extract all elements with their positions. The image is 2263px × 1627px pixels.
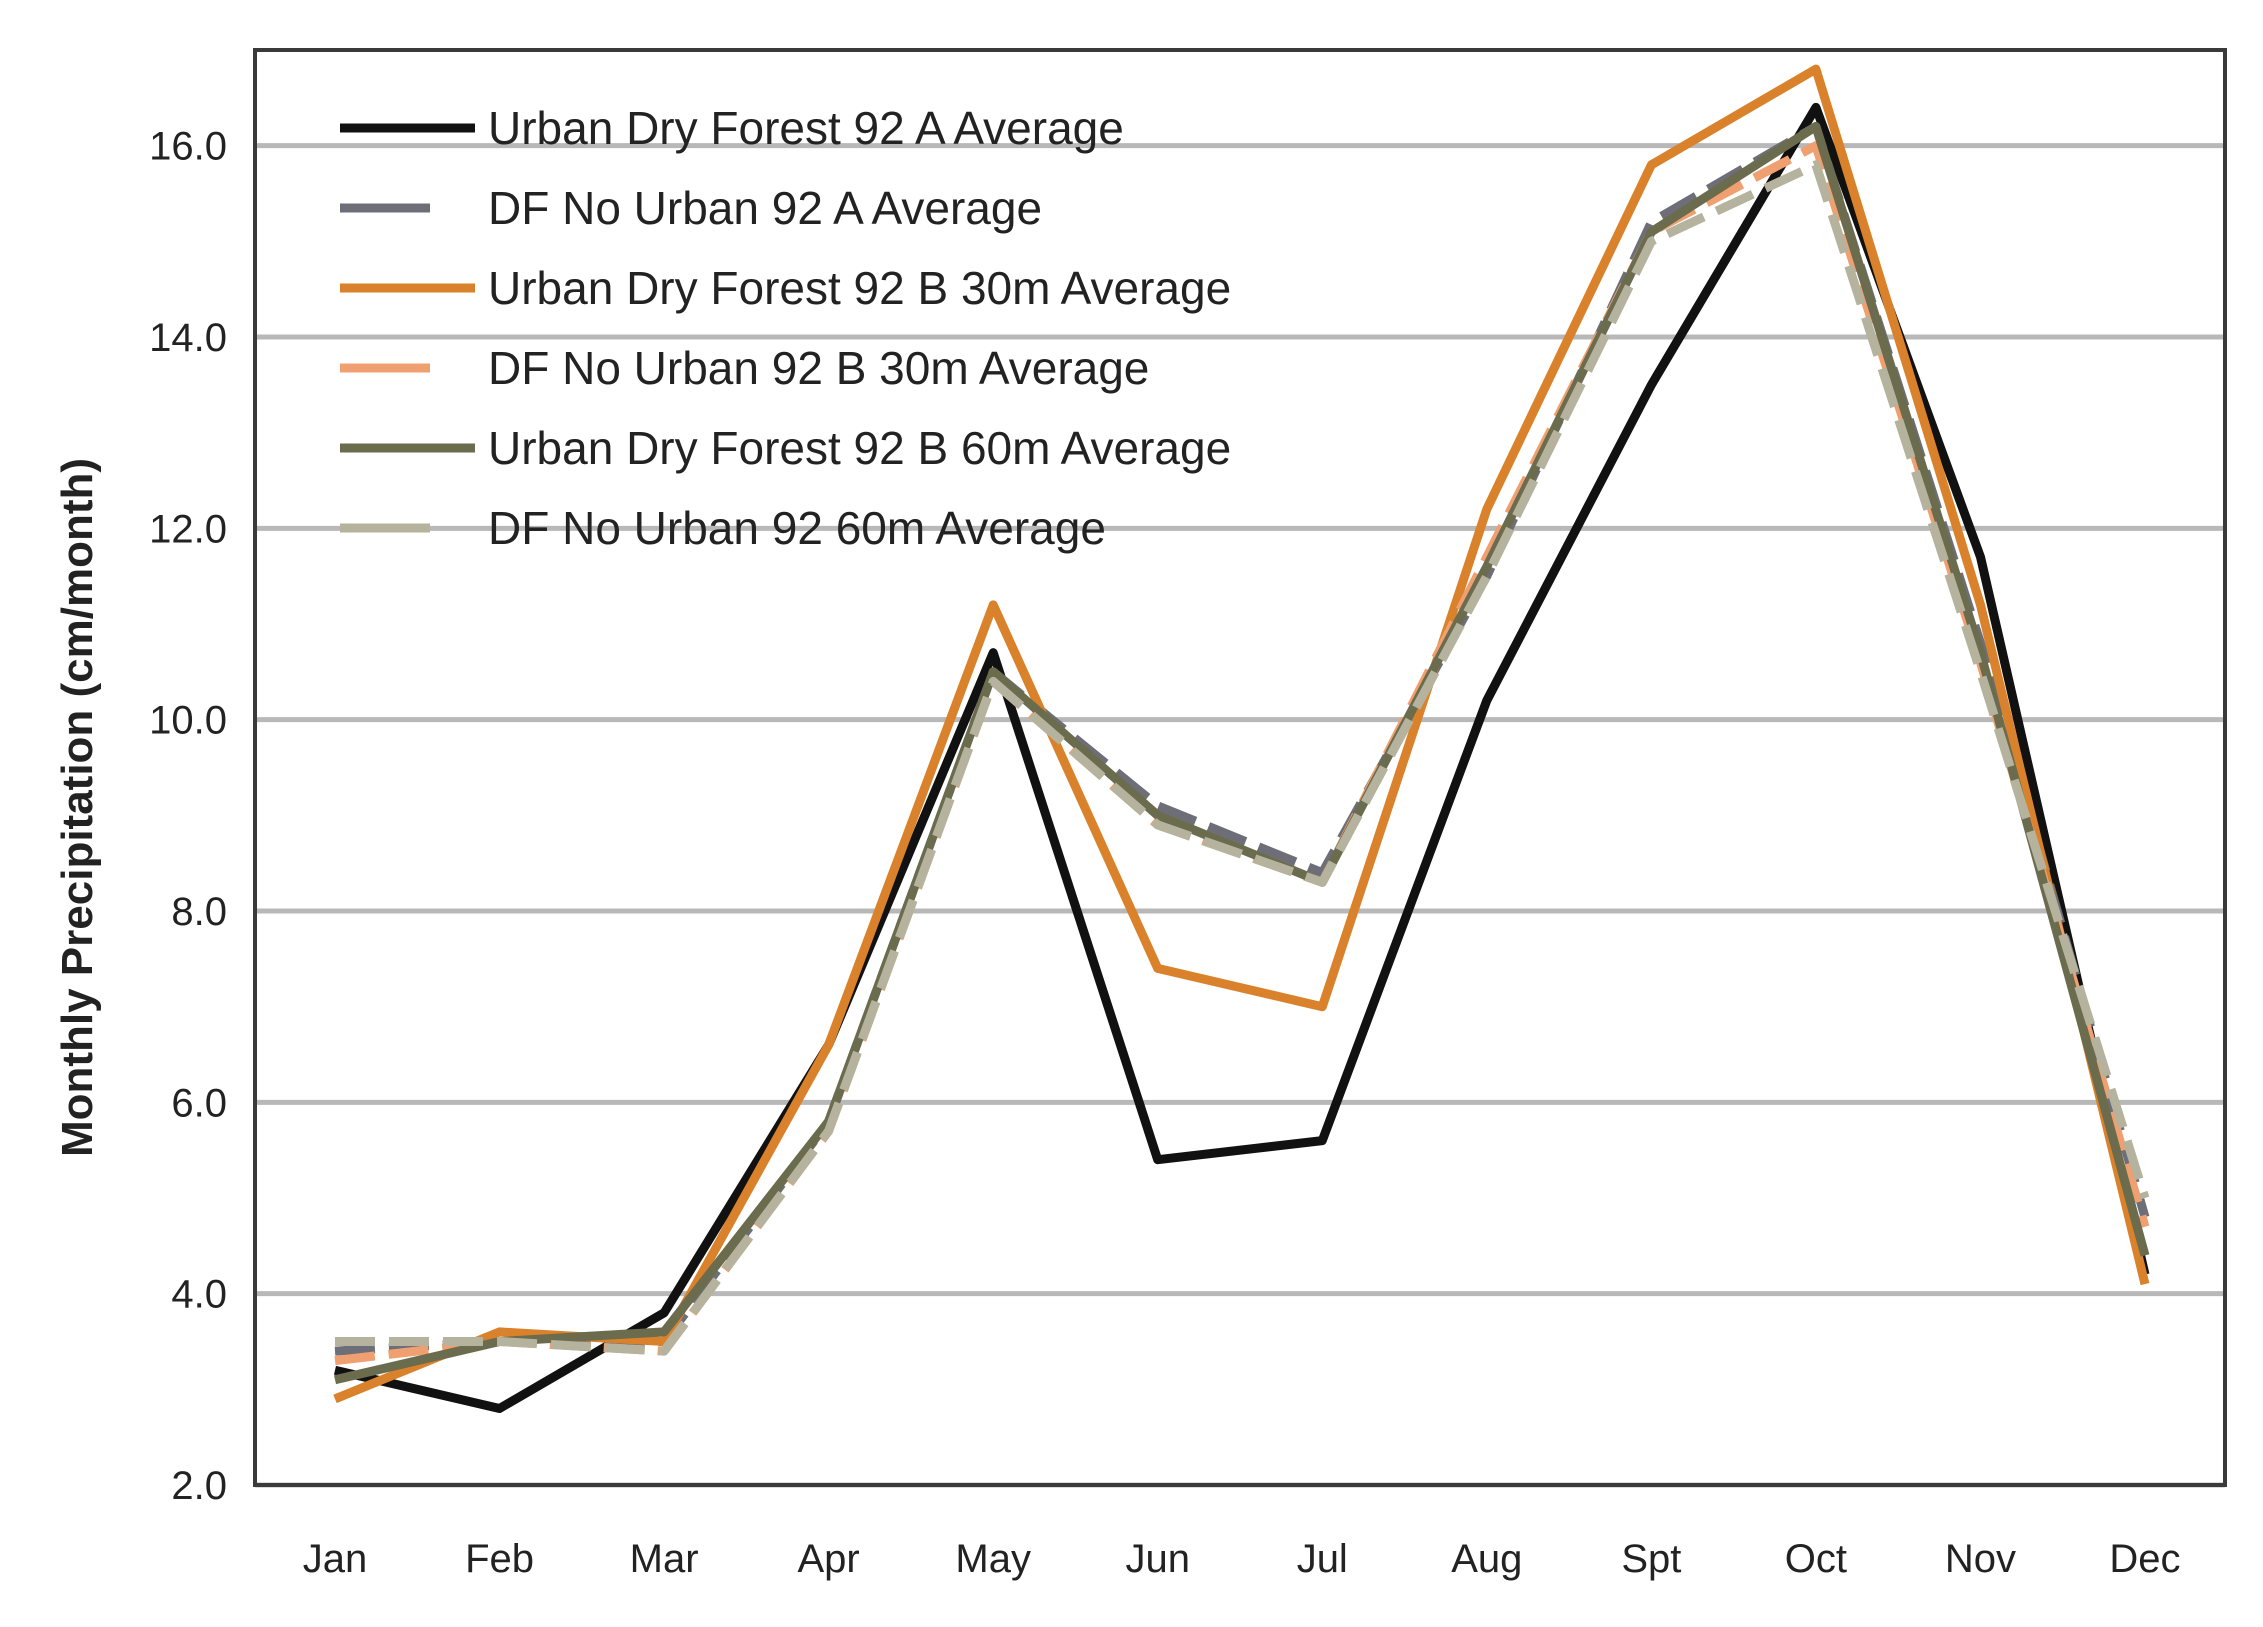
y-tick-label: 6.0 bbox=[171, 1081, 227, 1125]
x-tick-label: Nov bbox=[1945, 1537, 2016, 1581]
x-tick-label: Apr bbox=[798, 1537, 860, 1581]
legend-label-2: DF No Urban 92 A Average bbox=[488, 182, 1042, 234]
x-tick-label: Oct bbox=[1785, 1537, 1847, 1581]
series-line-1 bbox=[333, 102, 2150, 1413]
x-tick-label: Dec bbox=[2109, 1537, 2180, 1581]
y-tick-label: 14.0 bbox=[149, 316, 227, 360]
x-tick-label: Aug bbox=[1451, 1537, 1522, 1581]
series-line-6 bbox=[335, 160, 2150, 1356]
y-tick-label: 4.0 bbox=[171, 1273, 227, 1317]
y-axis-tick-labels: 2.0 4.0 6.0 8.0 10.0 12.0 14.0 16.0 bbox=[149, 125, 227, 1508]
y-tick-label: 12.0 bbox=[149, 507, 227, 551]
legend-label-1: Urban Dry Forest 92 A Average bbox=[488, 102, 1124, 154]
series-line-3 bbox=[333, 64, 2150, 1404]
x-tick-label: Mar bbox=[630, 1537, 699, 1581]
y-tick-label: 2.0 bbox=[171, 1464, 227, 1508]
x-tick-label: Spt bbox=[1621, 1537, 1681, 1581]
y-axis-title: Monthly Precipitation (cm/month) bbox=[53, 458, 102, 1157]
x-tick-label: Jan bbox=[303, 1537, 368, 1581]
legend-label-4: DF No Urban 92 B 30m Average bbox=[488, 342, 1149, 394]
series-line-5 bbox=[333, 122, 2150, 1385]
plot-area-frame bbox=[253, 48, 2227, 1487]
series-lines bbox=[333, 64, 2150, 1413]
x-axis-tick-labels: Jan Feb Mar Apr May Jun Jul Aug Spt Oct Nov Dec bbox=[303, 1537, 2181, 1581]
x-tick-label: Feb bbox=[465, 1537, 534, 1581]
x-tick-label: Jul bbox=[1297, 1537, 1348, 1581]
x-tick-label: Jun bbox=[1125, 1537, 1190, 1581]
legend-label-6: DF No Urban 92 60m Average bbox=[488, 502, 1106, 554]
legend-label-3: Urban Dry Forest 92 B 30m Average bbox=[488, 262, 1231, 314]
y-tick-label: 8.0 bbox=[171, 890, 227, 934]
legend-label-5: Urban Dry Forest 92 B 60m Average bbox=[488, 422, 1231, 474]
y-tick-label: 10.0 bbox=[149, 699, 227, 743]
x-tick-label: May bbox=[955, 1537, 1031, 1581]
y-tick-label: 16.0 bbox=[149, 125, 227, 169]
legend: Urban Dry Forest 92 A Average DF No Urban… bbox=[340, 102, 1231, 554]
